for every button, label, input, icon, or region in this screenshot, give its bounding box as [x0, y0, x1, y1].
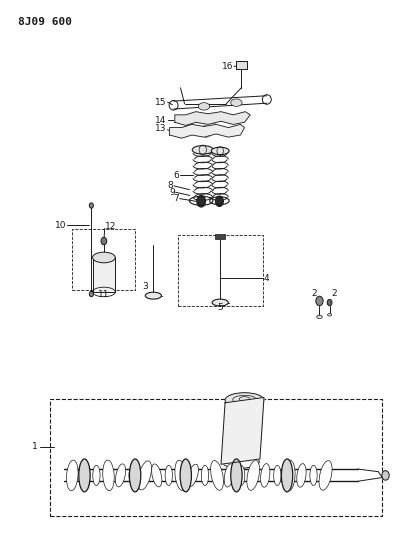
Ellipse shape [274, 465, 281, 486]
Circle shape [197, 196, 206, 207]
Polygon shape [175, 112, 250, 125]
Circle shape [215, 196, 224, 207]
Text: 7: 7 [173, 194, 179, 203]
Circle shape [327, 300, 332, 306]
Text: 4: 4 [264, 273, 270, 282]
Ellipse shape [317, 316, 322, 318]
Ellipse shape [187, 464, 198, 487]
Ellipse shape [328, 313, 332, 316]
Bar [50, 399, 382, 516]
Text: 12: 12 [105, 222, 116, 231]
Text: 14: 14 [155, 116, 167, 125]
Text: 8: 8 [167, 181, 173, 190]
Text: 8J09 600: 8J09 600 [18, 17, 71, 27]
Ellipse shape [145, 292, 162, 299]
Ellipse shape [138, 461, 151, 490]
Ellipse shape [310, 465, 317, 486]
Ellipse shape [93, 465, 100, 486]
Text: 9: 9 [169, 188, 175, 197]
Ellipse shape [224, 464, 234, 487]
Ellipse shape [211, 147, 229, 155]
Text: 5: 5 [217, 303, 223, 312]
Circle shape [101, 237, 107, 245]
Text: 2: 2 [332, 288, 337, 297]
Ellipse shape [67, 460, 78, 491]
Text: 11: 11 [98, 289, 110, 298]
Text: 10: 10 [55, 221, 66, 230]
Ellipse shape [211, 461, 224, 490]
Ellipse shape [103, 460, 114, 491]
Polygon shape [170, 124, 244, 138]
Circle shape [382, 471, 389, 480]
Ellipse shape [152, 464, 162, 487]
Text: 16: 16 [222, 62, 233, 70]
Circle shape [89, 292, 93, 297]
Ellipse shape [247, 461, 259, 490]
Ellipse shape [192, 146, 213, 154]
Ellipse shape [93, 252, 115, 263]
Text: 6: 6 [173, 171, 179, 180]
Circle shape [89, 203, 93, 208]
Ellipse shape [231, 99, 242, 107]
Ellipse shape [201, 465, 208, 486]
Ellipse shape [225, 393, 264, 408]
Bar [93, 257, 115, 292]
Ellipse shape [204, 129, 208, 134]
Ellipse shape [79, 464, 90, 487]
Ellipse shape [261, 464, 270, 487]
Text: 2: 2 [311, 288, 317, 297]
Ellipse shape [210, 116, 214, 120]
Ellipse shape [180, 459, 191, 492]
Bar [236, 61, 246, 69]
Bar [72, 229, 135, 290]
Ellipse shape [175, 460, 187, 490]
Ellipse shape [212, 299, 228, 306]
Text: 3: 3 [142, 282, 148, 291]
Text: 1: 1 [32, 442, 38, 451]
Ellipse shape [284, 460, 295, 491]
Circle shape [316, 296, 323, 306]
Text: 13: 13 [155, 124, 167, 133]
Text: 15: 15 [155, 98, 167, 107]
Ellipse shape [231, 459, 242, 492]
Bar [177, 235, 263, 306]
Ellipse shape [297, 464, 306, 487]
Ellipse shape [319, 461, 332, 490]
Ellipse shape [198, 103, 210, 110]
Ellipse shape [129, 465, 136, 486]
Ellipse shape [165, 465, 173, 486]
Ellipse shape [79, 459, 90, 492]
Ellipse shape [129, 459, 141, 492]
Ellipse shape [237, 465, 245, 486]
Polygon shape [221, 398, 264, 464]
Ellipse shape [115, 464, 126, 487]
Ellipse shape [282, 459, 293, 492]
Bar [215, 234, 225, 239]
